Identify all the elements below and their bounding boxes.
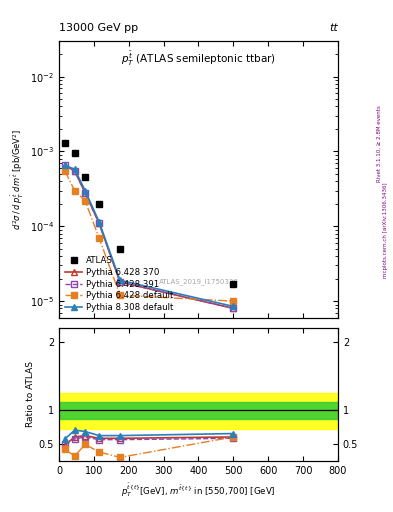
Pythia 8.308 default (72, 166, 77, 172)
Y-axis label: $d^2\sigma\,/\,d\,p_T^{\bar{t}}\,d\,m^{\bar{t}}$ [pb/GeV$^2$]: $d^2\sigma\,/\,d\,p_T^{\bar{t}}\,d\,m^{\… (9, 129, 26, 230)
Pythia 6.428 391 (118, 279, 122, 285)
Pythia 6.428 370 (118, 279, 122, 285)
Line: Pythia 6.428 default: Pythia 6.428 default (62, 168, 236, 304)
Pythia 6.428 default (83, 198, 88, 204)
Pythia 6.428 370 (72, 168, 77, 174)
Text: 13000 GeV pp: 13000 GeV pp (59, 23, 138, 33)
Pythia 6.428 370 (83, 190, 88, 196)
Pythia 6.428 391 (97, 220, 101, 226)
ATLAS (72, 150, 77, 156)
ATLAS (97, 201, 101, 207)
Text: Rivet 3.1.10, ≥ 2.8M events: Rivet 3.1.10, ≥ 2.8M events (377, 105, 382, 182)
Pythia 6.428 391 (231, 305, 236, 311)
X-axis label: $p_T^{\bar{t}\{t\}}$[GeV], $m^{\bar{t}\{t\}}$ in [550,700] [GeV]: $p_T^{\bar{t}\{t\}}$[GeV], $m^{\bar{t}\{… (121, 481, 276, 499)
Pythia 6.428 391 (72, 168, 77, 174)
ATLAS (62, 140, 67, 146)
Pythia 8.308 default (118, 277, 122, 283)
Pythia 6.428 391 (83, 190, 88, 196)
Pythia 6.428 default (231, 298, 236, 304)
Pythia 6.428 default (118, 292, 122, 298)
Pythia 6.428 default (97, 235, 101, 241)
Legend: ATLAS, Pythia 6.428 370, Pythia 6.428 391, Pythia 6.428 default, Pythia 8.308 de: ATLAS, Pythia 6.428 370, Pythia 6.428 39… (63, 254, 175, 313)
Pythia 8.308 default (62, 162, 67, 168)
Line: Pythia 8.308 default: Pythia 8.308 default (61, 162, 237, 310)
Pythia 6.428 370 (97, 220, 101, 226)
Pythia 6.428 default (72, 187, 77, 194)
Y-axis label: Ratio to ATLAS: Ratio to ATLAS (26, 361, 35, 428)
Text: tt: tt (329, 23, 338, 33)
Pythia 8.308 default (231, 303, 236, 309)
Line: Pythia 6.428 370: Pythia 6.428 370 (61, 162, 237, 312)
Pythia 6.428 default (62, 168, 67, 174)
ATLAS (118, 246, 122, 252)
ATLAS (231, 281, 236, 287)
Text: mcplots.cern.ch [arXiv:1306.3436]: mcplots.cern.ch [arXiv:1306.3436] (383, 183, 387, 278)
Pythia 6.428 370 (62, 162, 67, 168)
Pythia 8.308 default (83, 187, 88, 194)
Line: ATLAS: ATLAS (61, 139, 237, 287)
Bar (59, 393, 338, 429)
Pythia 8.308 default (97, 219, 101, 225)
Line: Pythia 6.428 391: Pythia 6.428 391 (62, 163, 236, 311)
Text: $p_T^{\bar{t}}$ (ATLAS semileptonic ttbar): $p_T^{\bar{t}}$ (ATLAS semileptonic ttba… (121, 49, 276, 68)
Pythia 6.428 391 (62, 162, 67, 168)
Pythia 6.428 370 (231, 305, 236, 311)
Text: ATLAS_2019_I1750330: ATLAS_2019_I1750330 (158, 278, 239, 285)
Bar (59, 401, 338, 419)
ATLAS (83, 175, 88, 181)
